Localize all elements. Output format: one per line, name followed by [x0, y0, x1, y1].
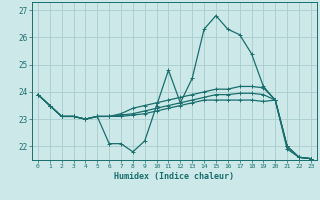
X-axis label: Humidex (Indice chaleur): Humidex (Indice chaleur) [115, 172, 234, 181]
